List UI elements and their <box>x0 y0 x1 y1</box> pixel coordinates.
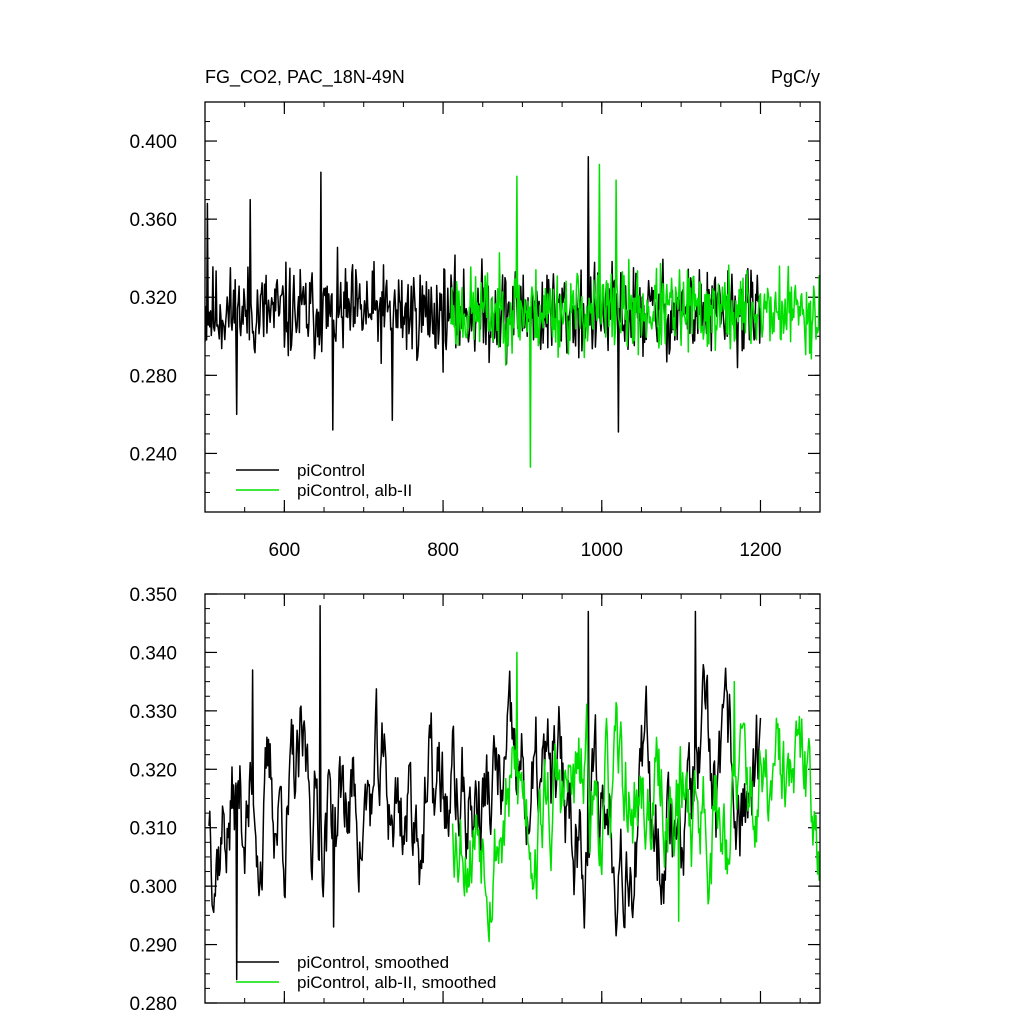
x-tick-label: 1000 <box>581 540 623 561</box>
series-line-picontrol <box>205 155 762 433</box>
y-tick-label: 0.340 <box>129 643 177 664</box>
y-tick-label: 0.350 <box>129 585 177 606</box>
bottom-series <box>208 604 820 981</box>
plot-frame <box>204 101 821 513</box>
series-line-picontrol-smoothed <box>208 604 762 981</box>
y-tick-label: 0.280 <box>129 994 177 1015</box>
y-tick-label: 0.320 <box>129 760 177 781</box>
series-line-picontrol-alb-ii <box>450 163 820 468</box>
top-chart-panel: FG_CO2, PAC_18N-49N PgC/y 0.240 0.280 0.32… <box>129 67 821 561</box>
bottom-frame <box>204 593 821 1004</box>
x-tick-label: 800 <box>427 540 459 561</box>
top-chart-title-left: FG_CO2, PAC_18N-49N <box>205 67 405 88</box>
legend-label-alb-smoothed: piControl, alb-II, smoothed <box>297 973 496 992</box>
y-tick-label: 0.320 <box>129 288 177 309</box>
y-tick-label: 0.300 <box>129 877 177 898</box>
legend-label-picontrol: piControl <box>297 461 365 480</box>
y-tick-label: 0.280 <box>129 366 177 387</box>
x-tick-label: 1200 <box>739 540 781 561</box>
legend-label-picontrol-alb: piControl, alb-II <box>297 481 412 500</box>
y-tick-label: 0.330 <box>129 702 177 723</box>
series-line-picontrol-alb-ii-smoothed <box>451 651 820 943</box>
y-tick-label: 0.290 <box>129 936 177 957</box>
bottom-legend: piControl, smoothed piControl, alb-II, s… <box>236 953 496 992</box>
top-frame <box>204 101 821 513</box>
y-tick-label: 0.400 <box>129 132 177 153</box>
y-tick-label: 0.310 <box>129 819 177 840</box>
x-tick-label: 600 <box>269 540 301 561</box>
legend-label-smoothed: piControl, smoothed <box>297 953 449 972</box>
top-chart-units: PgC/y <box>771 67 820 87</box>
y-tick-label: 0.360 <box>129 210 177 231</box>
bottom-chart-panel: 0.280 0.290 0.300 0.310 0.320 0.330 0.340 0.350… <box>129 585 821 1015</box>
top-legend: piControl piControl, alb-II <box>236 461 412 500</box>
top-axes: 0.240 0.280 0.320 0.360 0.400 600 800 1000 1200 <box>129 101 820 561</box>
bottom-axes: 0.280 0.290 0.300 0.310 0.320 0.330 0.340 0.350 <box>129 585 820 1015</box>
y-tick-label: 0.240 <box>129 444 177 465</box>
plot-frame <box>204 593 821 1004</box>
top-series <box>205 155 820 468</box>
